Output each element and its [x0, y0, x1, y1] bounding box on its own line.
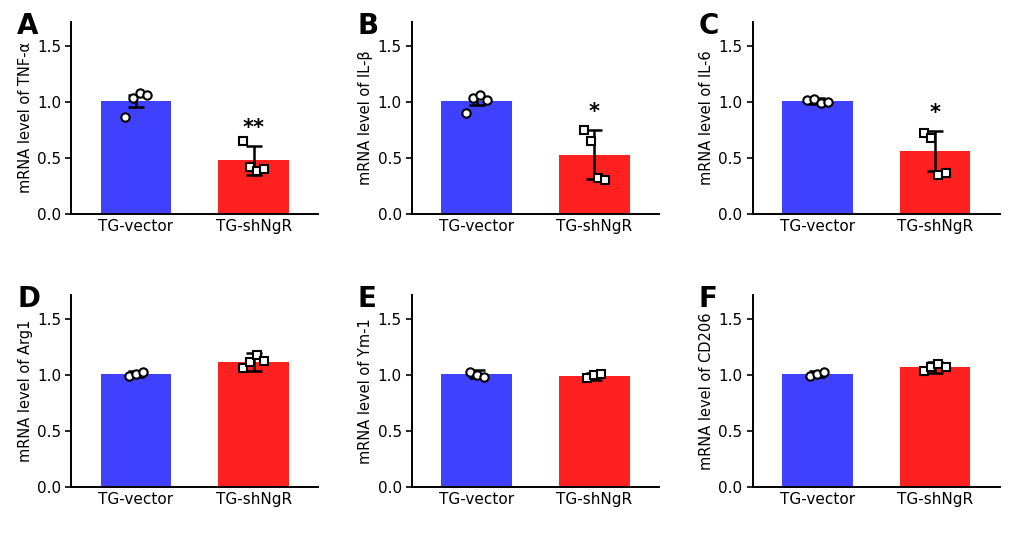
Bar: [899, 367, 969, 487]
Bar: [218, 362, 288, 487]
Bar: [558, 376, 629, 487]
Y-axis label: mRNA level of IL-β: mRNA level of IL-β: [358, 50, 373, 185]
Bar: [101, 374, 171, 487]
Bar: [782, 101, 852, 214]
Y-axis label: mRNA level of Ym-1: mRNA level of Ym-1: [358, 318, 373, 464]
Y-axis label: mRNA level of TNF-α: mRNA level of TNF-α: [17, 42, 33, 193]
Y-axis label: mRNA level of Arg1: mRNA level of Arg1: [17, 320, 33, 462]
Text: B: B: [358, 12, 378, 40]
Bar: [899, 151, 969, 214]
Text: F: F: [698, 285, 716, 313]
Text: *: *: [588, 102, 599, 122]
Text: **: **: [243, 118, 264, 138]
Bar: [558, 155, 629, 214]
Bar: [101, 101, 171, 214]
Text: C: C: [698, 12, 718, 40]
Y-axis label: mRNA level of CD206: mRNA level of CD206: [698, 312, 713, 470]
Bar: [218, 160, 288, 214]
Text: *: *: [928, 103, 940, 123]
Y-axis label: mRNA level of IL-6: mRNA level of IL-6: [698, 50, 713, 185]
Bar: [441, 374, 512, 487]
Text: E: E: [358, 285, 376, 313]
Bar: [782, 374, 852, 487]
Text: D: D: [17, 285, 40, 313]
Text: A: A: [17, 12, 39, 40]
Bar: [441, 101, 512, 214]
